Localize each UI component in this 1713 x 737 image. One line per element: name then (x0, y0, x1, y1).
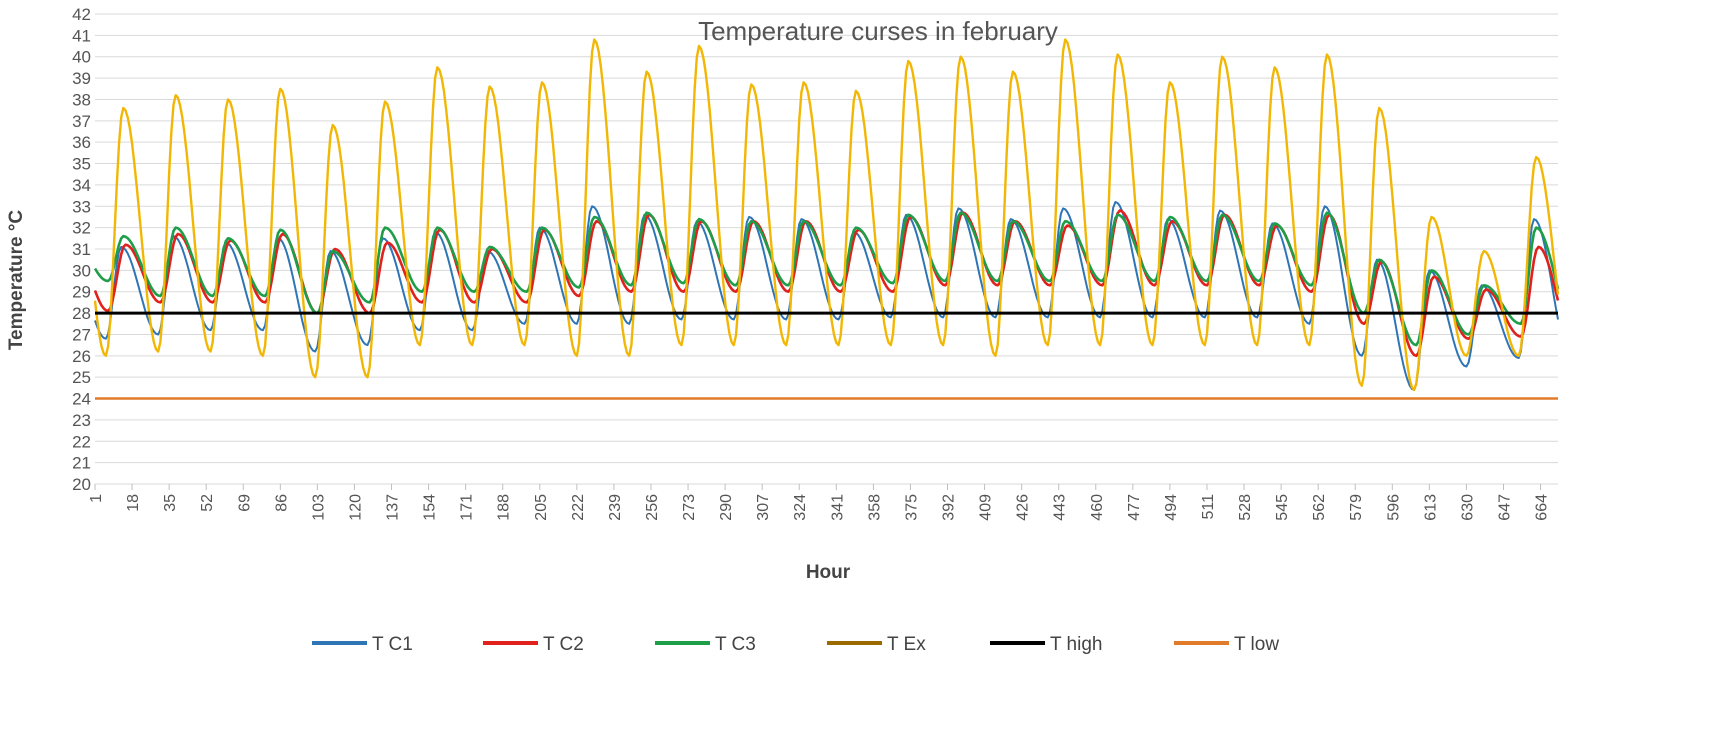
x-tick-label: 477 (1126, 494, 1143, 521)
x-tick-label: 528 (1237, 494, 1254, 521)
x-tick-label: 511 (1200, 494, 1217, 520)
x-tick-label: 18 (125, 494, 142, 512)
x-tick-label: 290 (718, 494, 735, 521)
legend-label: T Ex (887, 634, 926, 655)
y-tick-label: 29 (72, 283, 91, 302)
legend-label: T C3 (715, 634, 756, 655)
y-tick-label: 31 (72, 240, 91, 259)
y-tick-label: 23 (72, 411, 91, 430)
series-lines (93, 38, 1560, 400)
y-tick-label: 28 (72, 304, 91, 323)
x-tick-label: 426 (1015, 494, 1032, 521)
x-tick-label: 205 (533, 494, 550, 521)
y-axis-ticks: 20 21 22 23 24 25 26 27 28 29 30 31 32 33 34 35 36 37 38 39… (72, 5, 91, 494)
x-tick-label: 545 (1274, 494, 1291, 521)
x-tick-label: 52 (199, 494, 216, 512)
x-tick-label: 171 (459, 494, 476, 521)
y-tick-label: 37 (72, 112, 91, 131)
grid-lines (95, 13, 1558, 485)
x-tick-label: 596 (1385, 494, 1402, 521)
legend-label: T C1 (372, 634, 413, 655)
y-tick-label: 33 (72, 197, 91, 216)
y-tick-label: 26 (72, 347, 91, 366)
y-tick-label: 24 (72, 390, 91, 409)
x-tick-label: 630 (1459, 494, 1476, 521)
y-tick-label: 42 (72, 5, 91, 24)
series-line-t-ex (93, 38, 1560, 392)
x-tick-label: 154 (422, 494, 439, 521)
x-tick-label: 341 (829, 494, 846, 521)
legend: T C1 T C2 T C3 T Ex T high T low (312, 634, 1279, 655)
chart-title: Temperature curses in february (698, 16, 1058, 46)
x-tick-label: 256 (644, 494, 661, 521)
x-tick-label: 239 (607, 494, 624, 521)
x-tick-label: 137 (385, 494, 402, 521)
x-tick-label: 375 (903, 494, 920, 521)
x-tick-label: 358 (866, 494, 883, 521)
x-tick-label: 324 (792, 494, 809, 521)
x-tick-label: 460 (1089, 494, 1106, 521)
y-tick-label: 22 (72, 432, 91, 451)
y-tick-label: 21 (72, 454, 91, 473)
x-tick-label: 86 (273, 494, 290, 512)
x-tick-label: 443 (1052, 494, 1069, 521)
y-tick-label: 39 (72, 69, 91, 88)
x-tick-label: 579 (1348, 494, 1365, 521)
y-tick-label: 30 (72, 261, 91, 280)
x-tick-label: 409 (978, 494, 995, 521)
x-tick-label: 273 (681, 494, 698, 521)
x-tick-label: 222 (570, 494, 587, 521)
x-tick-label: 664 (1534, 494, 1551, 521)
x-tick-label: 494 (1163, 494, 1180, 521)
x-tick-label: 647 (1496, 494, 1513, 521)
x-tick-label: 562 (1311, 494, 1328, 521)
legend-label: T C2 (543, 634, 584, 655)
legend-label: T high (1050, 634, 1102, 655)
y-tick-label: 32 (72, 219, 91, 238)
x-axis-ticks: 1 18 35 52 69 86 103 120 137 154 171 188 205 222 239 25… (88, 484, 1551, 521)
y-tick-label: 40 (72, 48, 91, 67)
y-tick-label: 35 (72, 155, 91, 174)
y-tick-label: 38 (72, 90, 91, 109)
y-tick-label: 36 (72, 133, 91, 152)
x-tick-label: 69 (236, 494, 253, 512)
legend-label: T low (1234, 634, 1279, 655)
y-tick-label: 27 (72, 325, 91, 344)
x-tick-label: 1 (88, 494, 105, 503)
x-tick-label: 120 (347, 494, 364, 521)
y-axis-title: Temperature °C (6, 210, 27, 351)
x-tick-label: 613 (1422, 494, 1439, 521)
y-tick-label: 34 (72, 176, 91, 195)
x-axis-title: Hour (806, 562, 851, 583)
y-tick-label: 25 (72, 368, 91, 387)
y-tick-label: 41 (72, 26, 91, 45)
x-tick-label: 392 (941, 494, 958, 521)
x-tick-label: 188 (496, 494, 513, 521)
x-tick-label: 307 (755, 494, 772, 521)
y-tick-label: 20 (72, 475, 91, 494)
x-tick-label: 35 (162, 494, 179, 512)
x-tick-label: 103 (310, 494, 327, 521)
